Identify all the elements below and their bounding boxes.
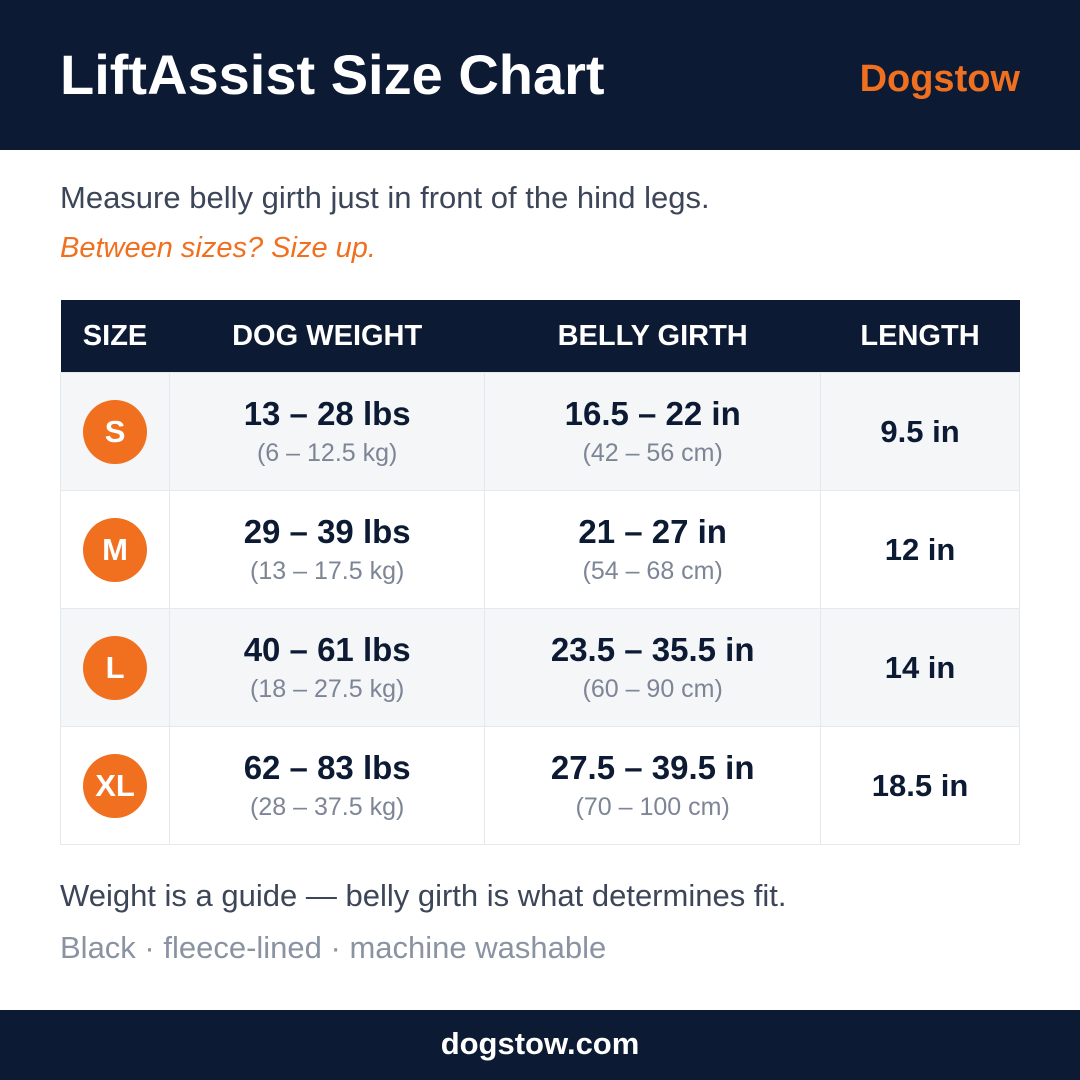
measure-cell: 21 – 27 in (54 – 68 cm)	[484, 490, 822, 609]
column-header: LENGTH	[820, 300, 1020, 373]
measure-cell: 40 – 61 lbs (18 – 27.5 kg)	[169, 608, 486, 727]
column-header: DOG WEIGHT	[169, 300, 485, 373]
header: LiftAssist Size Chart Dogstow	[0, 0, 1080, 150]
size-badge: XL	[83, 753, 148, 818]
measure-cell: 13 – 28 lbs (6 – 12.5 kg)	[169, 372, 486, 491]
measure-cell: 16.5 – 22 in (42 – 56 cm)	[484, 372, 822, 491]
measure-cell: 62 – 83 lbs (28 – 37.5 kg)	[169, 726, 486, 845]
guide-note: Weight is a guide — belly girth is what …	[60, 878, 787, 913]
size-cell: S	[59, 372, 171, 491]
primary-value: 23.5 – 35.5 in	[550, 631, 755, 668]
measure-cell: 23.5 – 35.5 in (60 – 90 cm)	[484, 608, 822, 727]
length-value: 12 in	[884, 531, 956, 567]
title: LiftAssist Size Chart	[60, 43, 605, 106]
tip: Between sizes? Size up.	[60, 232, 376, 264]
size-badge: S	[83, 399, 148, 464]
size-table: SIZE DOG WEIGHT BELLY GIRTH LENGTH S 13 – 28 …	[59, 300, 1020, 845]
size-row: M 29 – 39 lbs (13 – 17.5 kg) 21 – 27 in (54 …	[59, 490, 1020, 609]
size-row: S 13 – 28 lbs (6 – 12.5 kg) 16.5 – 22 in (42…	[59, 372, 1020, 491]
primary-value: 40 – 61 lbs	[243, 631, 411, 668]
length-cell: 12 in	[820, 490, 1020, 609]
metric-value: (18 – 27.5 kg)	[250, 675, 405, 703]
intro: Measure belly girth just in front of the…	[60, 180, 710, 215]
column-header: BELLY GIRTH	[484, 300, 821, 373]
primary-value: 29 – 39 lbs	[243, 513, 411, 550]
size-cell: XL	[59, 726, 171, 845]
details-note: Black · fleece-lined · machine washable	[60, 930, 607, 965]
length-value: 9.5 in	[880, 413, 960, 449]
size-cell: L	[59, 608, 171, 727]
measure-cell: 29 – 39 lbs (13 – 17.5 kg)	[169, 490, 486, 609]
metric-value: (60 – 90 cm)	[582, 675, 723, 703]
length-cell: 14 in	[820, 608, 1020, 727]
metric-value: (13 – 17.5 kg)	[250, 557, 405, 585]
primary-value: 21 – 27 in	[578, 513, 727, 550]
size-badge: L	[83, 635, 148, 700]
column-header: SIZE	[60, 300, 170, 373]
length-value: 14 in	[884, 649, 956, 685]
size-cell: M	[59, 490, 171, 609]
length-value: 18.5 in	[871, 767, 969, 803]
primary-value: 27.5 – 39.5 in	[550, 749, 755, 786]
metric-value: (70 – 100 cm)	[575, 793, 730, 821]
brand: Dogstow	[859, 58, 1020, 100]
header-row: SIZE DOG WEIGHT BELLY GIRTH LENGTH	[60, 300, 1020, 373]
size-row: L 40 – 61 lbs (18 – 27.5 kg) 23.5 – 35.5 in…	[59, 608, 1020, 727]
metric-value: (28 – 37.5 kg)	[250, 793, 405, 821]
primary-value: 16.5 – 22 in	[564, 395, 741, 432]
size-row: XL 62 – 83 lbs (28 – 37.5 kg) 27.5 – 39.5 i…	[59, 726, 1020, 845]
length-cell: 9.5 in	[820, 372, 1020, 491]
metric-value: (6 – 12.5 kg)	[256, 439, 398, 467]
primary-value: 62 – 83 lbs	[243, 749, 411, 786]
metric-value: (54 – 68 cm)	[582, 557, 723, 585]
length-cell: 18.5 in	[820, 726, 1020, 845]
measure-cell: 27.5 – 39.5 in (70 – 100 cm)	[484, 726, 822, 845]
metric-value: (42 – 56 cm)	[582, 439, 723, 467]
primary-value: 13 – 28 lbs	[243, 395, 411, 432]
footer: dogstow.com	[0, 1010, 1080, 1080]
size-badge: M	[83, 517, 148, 582]
